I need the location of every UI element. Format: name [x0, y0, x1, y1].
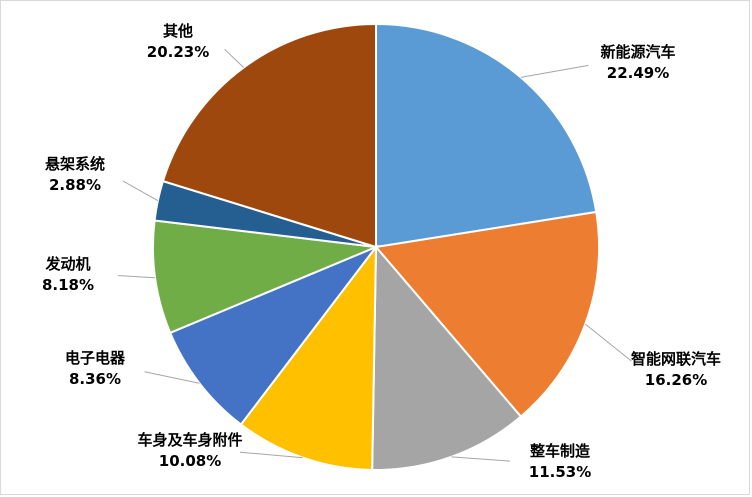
- label-name-5: 发动机: [45, 255, 91, 273]
- pie-slice-5: [152, 219, 380, 335]
- label-slice-7: 其他 20.23%: [147, 21, 209, 63]
- label-name-1: 智能网联汽车: [630, 350, 722, 368]
- leader-line-3: [239, 451, 303, 459]
- label-slice-4: 电子电器 8.36%: [65, 348, 125, 390]
- label-value-5: 8.18%: [41, 276, 95, 294]
- leader-line-1: [584, 323, 632, 362]
- label-value-7: 20.23%: [146, 43, 210, 61]
- pie-slice-3: [239, 243, 378, 471]
- label-value-4: 8.36%: [68, 370, 122, 388]
- label-value-1: 16.26%: [644, 371, 708, 389]
- label-slice-2: 整车制造 11.53%: [529, 441, 591, 483]
- label-value-2: 11.53%: [528, 463, 592, 481]
- label-value-3: 10.08%: [158, 452, 222, 470]
- label-name-4: 电子电器: [64, 349, 126, 367]
- leader-line-2: [451, 456, 511, 462]
- label-slice-1: 智能网联汽车 16.26%: [631, 349, 721, 391]
- pie-slice-0: [375, 22, 598, 249]
- leader-line-5: [117, 275, 156, 279]
- label-name-3: 车身及车身附件: [137, 431, 243, 449]
- leader-line-0: [520, 64, 589, 78]
- label-slice-0: 新能源汽车 22.49%: [600, 42, 675, 84]
- label-slice-3: 车身及车身附件 10.08%: [137, 430, 242, 472]
- pie-slice-2: [371, 244, 523, 471]
- label-name-7: 其他: [162, 22, 194, 40]
- leader-line-4: [144, 371, 200, 384]
- leader-line-6: [122, 180, 159, 202]
- label-name-2: 整车制造: [529, 442, 591, 460]
- label-name-0: 新能源汽车: [600, 43, 676, 61]
- label-value-6: 2.88%: [48, 176, 102, 194]
- pie-slice-1: [374, 210, 601, 418]
- label-name-6: 悬架系统: [44, 155, 106, 173]
- pie-slice-4: [168, 244, 380, 426]
- label-slice-6: 悬架系统 2.88%: [45, 154, 105, 196]
- label-slice-5: 发动机 8.18%: [42, 254, 94, 296]
- pie-slice-7: [161, 22, 377, 249]
- label-value-0: 22.49%: [606, 64, 670, 82]
- leader-line-7: [224, 48, 244, 68]
